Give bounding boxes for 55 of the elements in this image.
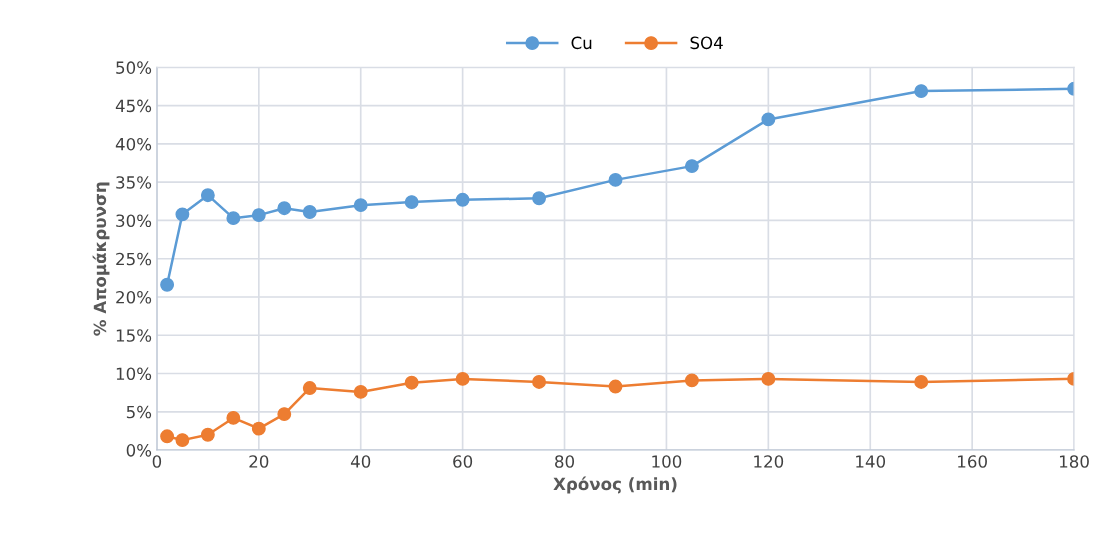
point bbox=[251, 208, 266, 223]
point bbox=[608, 379, 623, 394]
point bbox=[353, 384, 368, 399]
point bbox=[404, 375, 419, 390]
x-tick-label: 40 bbox=[350, 455, 371, 468]
y-tick-label: 35% bbox=[116, 176, 152, 189]
x-tick-label: 100 bbox=[652, 455, 682, 468]
point bbox=[761, 371, 776, 386]
point bbox=[532, 191, 547, 206]
point bbox=[200, 427, 215, 442]
point bbox=[455, 371, 470, 386]
x-axis-title: Χρόνος (min) bbox=[553, 476, 677, 494]
point bbox=[277, 201, 292, 216]
y-tick-label: 45% bbox=[115, 99, 152, 113]
point bbox=[684, 373, 699, 388]
x-tick-label: 160 bbox=[958, 455, 987, 468]
x-tick-label: 80 bbox=[555, 455, 575, 468]
x-tick-label: 60 bbox=[453, 455, 473, 468]
x-tick-label: 120 bbox=[754, 455, 784, 468]
legend-label: SO4 bbox=[690, 36, 723, 50]
x-tick-label: 180 bbox=[1059, 455, 1089, 468]
point bbox=[200, 188, 215, 203]
x-tick-label: 140 bbox=[856, 455, 886, 468]
point bbox=[404, 195, 419, 210]
y-tick-label: 40% bbox=[115, 137, 152, 151]
point bbox=[226, 410, 241, 425]
point bbox=[160, 429, 175, 444]
x-tick-label: 0 bbox=[152, 455, 162, 468]
point bbox=[226, 211, 241, 226]
point bbox=[684, 159, 699, 174]
point bbox=[175, 433, 190, 448]
point bbox=[277, 407, 292, 422]
point bbox=[532, 375, 547, 389]
point bbox=[251, 421, 266, 436]
point bbox=[302, 205, 317, 219]
y-tick-label: 25% bbox=[116, 252, 152, 266]
y-tick-label: 0% bbox=[126, 444, 152, 457]
y-tick-label: 30% bbox=[116, 214, 152, 228]
point bbox=[175, 207, 190, 222]
y-tick-label: 5% bbox=[126, 405, 152, 419]
y-axis-title: % Απομάκρυνση bbox=[92, 182, 110, 336]
y-tick-label: 10% bbox=[116, 367, 152, 381]
y-tick-label: 50% bbox=[116, 61, 152, 74]
point bbox=[914, 84, 929, 99]
y-tick-label: 20% bbox=[116, 290, 152, 304]
x-tick-label: 20 bbox=[249, 455, 269, 468]
point bbox=[761, 112, 776, 127]
y-tick-label: 15% bbox=[116, 329, 152, 342]
point bbox=[608, 172, 623, 187]
point bbox=[914, 375, 929, 389]
point bbox=[455, 192, 470, 207]
legend-label: Cu bbox=[571, 36, 592, 50]
point bbox=[302, 381, 317, 396]
point bbox=[160, 277, 175, 292]
point bbox=[353, 198, 368, 213]
